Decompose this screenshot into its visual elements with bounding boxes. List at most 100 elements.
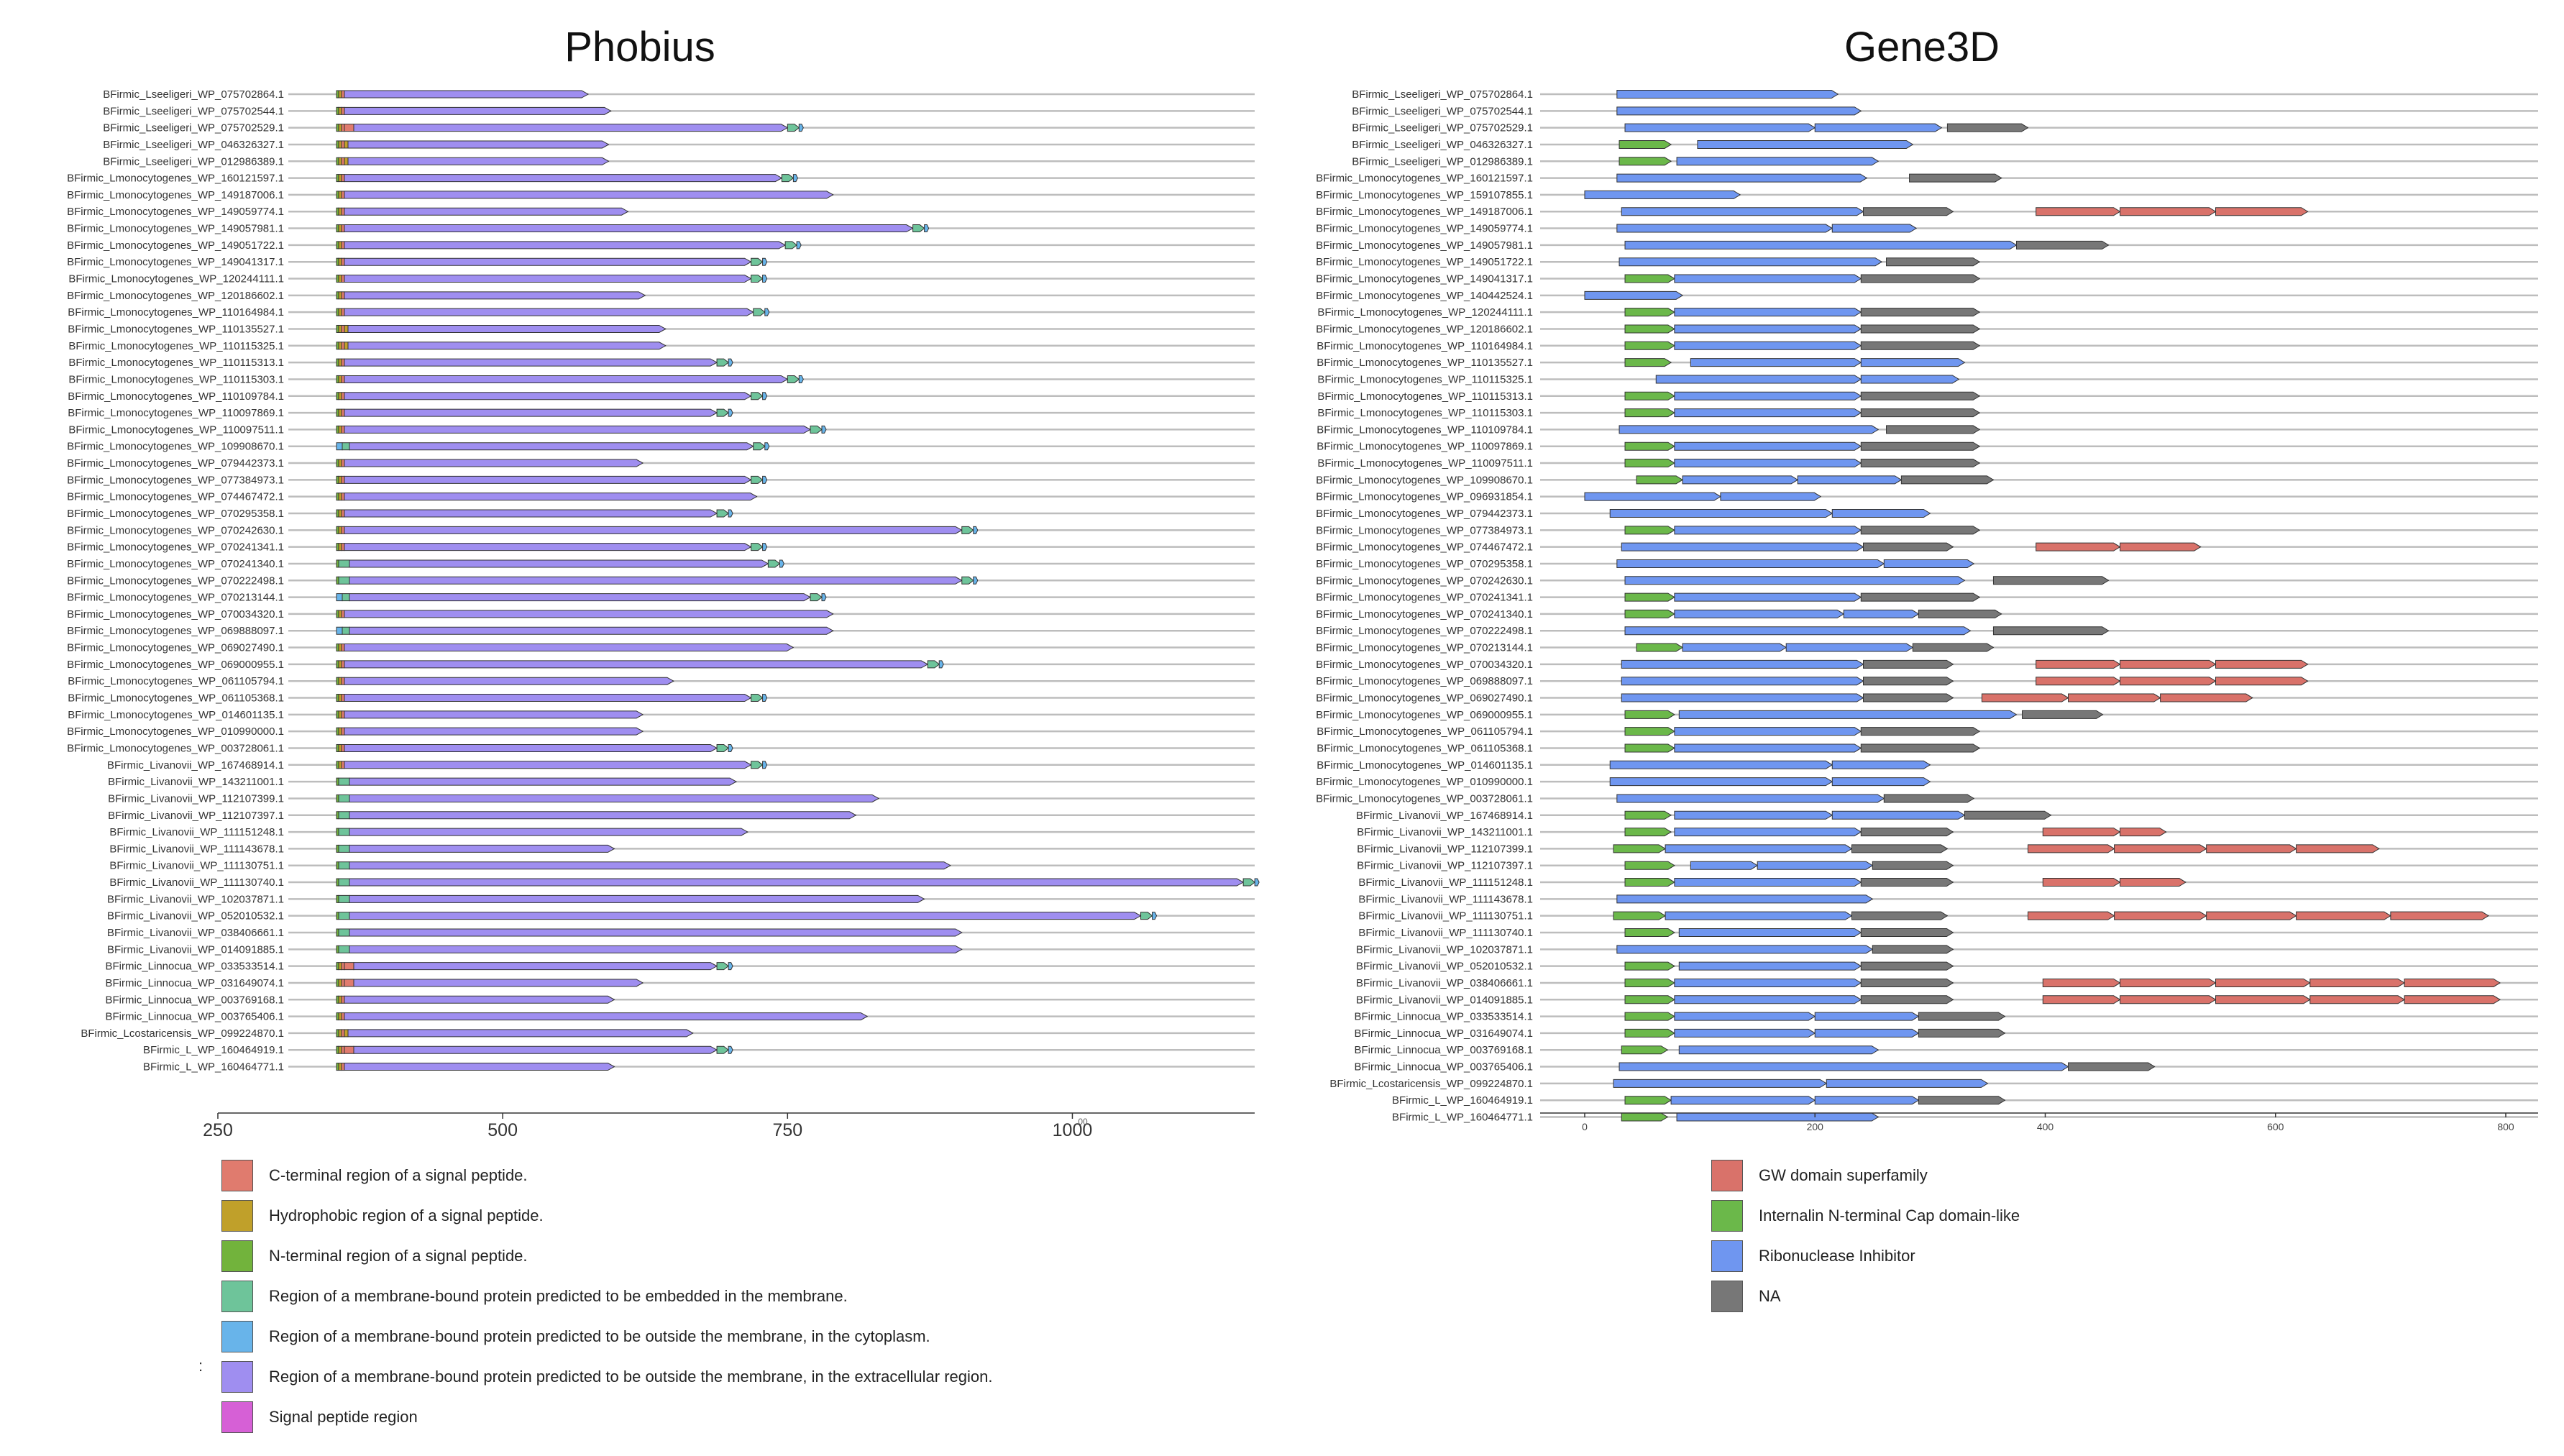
extracellular-region-arrow	[349, 945, 963, 953]
ribonuclease-inhibitor-arrow	[1814, 123, 1943, 132]
legend-swatch	[221, 1200, 253, 1232]
na-domain-arrow	[1851, 911, 1949, 920]
phobius-row: BFirmic_Linnocua_WP_003765406.1	[106, 1011, 1255, 1023]
na-domain-arrow	[1860, 324, 1981, 334]
signal-peptide-mark	[338, 710, 342, 719]
gw-domain-arrow	[2036, 542, 2121, 551]
signal-peptide-mark	[338, 140, 342, 149]
gw-domain-arrow	[2215, 659, 2309, 669]
membrane-region-arrow	[716, 358, 729, 367]
extracellular-region-arrow	[344, 207, 629, 216]
signal-peptide-mark	[341, 743, 345, 752]
signal-peptide-mark	[341, 207, 345, 216]
row-label: BFirmic_Linnocua_WP_033533514.1	[106, 961, 285, 973]
phobius-row: BFirmic_Lmonocytogenes_WP_003728061.1	[67, 742, 1255, 754]
row-label: BFirmic_Lseeligeri_WP_075702864.1	[1352, 88, 1533, 101]
membrane-region-arrow	[1242, 878, 1255, 887]
row-label: BFirmic_Lmonocytogenes_WP_070242630.1	[67, 524, 284, 536]
ribonuclease-inhibitor-arrow	[1678, 961, 1862, 971]
row-label: BFirmic_Lmonocytogenes_WP_149057981.1	[67, 223, 284, 235]
membrane-region-arrow	[1140, 912, 1153, 920]
gene3d-row: BFirmic_Lmonocytogenes_WP_149187006.1	[1316, 206, 2538, 218]
extracellular-region-arrow	[344, 392, 752, 400]
gene3d-plot: BFirmic_Lseeligeri_WP_075702864.1 BFirmic…	[1316, 88, 2538, 1132]
row-label: BFirmic_Lmonocytogenes_WP_110109784.1	[1317, 423, 1533, 436]
row-label: BFirmic_Lmonocytogenes_WP_069888097.1	[1316, 675, 1533, 687]
membrane-region-arrow	[751, 275, 764, 283]
row-label: BFirmic_Lmonocytogenes_WP_120186602.1	[67, 290, 284, 302]
ribonuclease-inhibitor-arrow	[1584, 492, 1721, 501]
ribonuclease-inhibitor-arrow	[1584, 190, 1741, 199]
phobius-row: BFirmic_Lseeligeri_WP_046326327.1	[103, 139, 1255, 151]
signal-peptide-mark	[338, 124, 342, 132]
gene3d-row: BFirmic_Livanovii_WP_102037871.1	[1356, 943, 2538, 956]
signal-peptide-mark	[338, 660, 342, 669]
row-label: BFirmic_Lmonocytogenes_WP_110097511.1	[68, 423, 284, 436]
extracellular-region-arrow	[344, 224, 914, 233]
gw-domain-arrow	[2036, 659, 2121, 669]
ribonuclease-inhibitor-arrow	[1678, 710, 2018, 719]
row-label: BFirmic_Livanovii_WP_112107397.1	[1357, 860, 1533, 872]
signal-peptide-mark	[338, 1063, 342, 1071]
extracellular-region-arrow	[344, 610, 834, 618]
gw-domain-arrow	[2404, 978, 2501, 987]
gene3d-row: BFirmic_Lmonocytogenes_WP_070295358.1	[1316, 558, 2538, 570]
internalin-cap-arrow	[1624, 828, 1672, 837]
phobius-row: BFirmic_Lmonocytogenes_WP_070242630.1	[67, 524, 1255, 536]
row-label: BFirmic_Livanovii_WP_112107397.1	[108, 810, 284, 822]
signal-peptide-mark	[338, 257, 342, 266]
gene3d-row: BFirmic_Lmonocytogenes_WP_014601135.1	[1317, 759, 2538, 772]
extracellular-region-arrow	[344, 677, 674, 685]
ribonuclease-inhibitor-arrow	[1674, 878, 1862, 887]
row-label: BFirmic_Lmonocytogenes_WP_070241341.1	[67, 541, 284, 554]
na-domain-arrow	[1872, 945, 1954, 954]
phobius-row: BFirmic_Lmonocytogenes_WP_010990000.1	[67, 725, 1255, 738]
extracellular-region-arrow	[349, 844, 615, 853]
cytoplasm-region-arrow	[821, 425, 827, 434]
membrane-region-arrow	[961, 526, 974, 534]
ribonuclease-inhibitor-arrow	[1674, 1028, 1816, 1038]
signal-peptide-mark	[338, 894, 350, 903]
phobius-row: BFirmic_Lmonocytogenes_WP_069888097.1	[67, 625, 1255, 637]
signal-peptide-mark	[338, 828, 350, 836]
na-domain-arrow	[2021, 710, 2104, 719]
ribonuclease-inhibitor-arrow	[1674, 408, 1862, 418]
row-label: BFirmic_Livanovii_WP_102037871.1	[1356, 943, 1533, 956]
cytoplasm-region-arrow	[792, 174, 798, 183]
signal-peptide-mark	[341, 275, 345, 283]
na-domain-arrow	[1860, 526, 1981, 535]
legend-label: Signal peptide region	[269, 1408, 418, 1426]
row-label: BFirmic_Lseeligeri_WP_012986389.1	[103, 155, 284, 168]
gene3d-row: BFirmic_Lmonocytogenes_WP_074467472.1	[1316, 541, 2538, 554]
gene3d-row: BFirmic_Lmonocytogenes_WP_110097869.1	[1317, 441, 2538, 453]
row-label: BFirmic_Lmonocytogenes_WP_149051722.1	[67, 239, 284, 252]
na-domain-arrow	[1860, 828, 1954, 837]
internalin-cap-arrow	[1624, 1096, 1672, 1105]
extracellular-region-arrow	[349, 442, 754, 451]
extracellular-region-arrow	[347, 157, 610, 165]
ribonuclease-inhibitor-arrow	[1720, 492, 1822, 501]
membrane-region-arrow	[767, 559, 781, 568]
ribonuclease-inhibitor-arrow	[1609, 777, 1833, 787]
signal-peptide-mark	[341, 392, 345, 400]
row-label: BFirmic_Lmonocytogenes_WP_003728061.1	[67, 742, 284, 754]
row-label: BFirmic_Lmonocytogenes_WP_110135527.1	[68, 323, 284, 335]
extracellular-region-arrow	[344, 459, 644, 467]
legend-label: Ribonuclease Inhibitor	[1759, 1247, 1915, 1265]
ribonuclease-inhibitor-arrow	[1665, 911, 1853, 920]
na-domain-arrow	[1860, 441, 1981, 451]
gene3d-row: BFirmic_Lseeligeri_WP_075702864.1	[1352, 88, 2538, 101]
legend-label: Region of a membrane-bound protein predi…	[269, 1368, 993, 1386]
phobius-row: BFirmic_Lmonocytogenes_WP_110097869.1	[68, 407, 1255, 419]
phobius-row: BFirmic_Lmonocytogenes_WP_070295358.1	[67, 508, 1255, 520]
x-tick-label: 0	[1582, 1121, 1588, 1132]
row-label: BFirmic_Linnocua_WP_003769168.1	[1355, 1044, 1534, 1056]
gw-domain-arrow	[2215, 677, 2309, 686]
signal-peptide-mark	[341, 324, 345, 333]
row-label: BFirmic_Lmonocytogenes_WP_070222498.1	[67, 574, 284, 587]
phobius-row: BFirmic_Livanovii_WP_111130751.1	[109, 860, 1255, 872]
gene3d-row: BFirmic_Lmonocytogenes_WP_120244111.1	[1317, 306, 2538, 319]
extracellular-region-arrow	[344, 761, 752, 769]
ribonuclease-inhibitor-arrow	[1674, 441, 1862, 451]
gw-domain-arrow	[2120, 978, 2217, 987]
